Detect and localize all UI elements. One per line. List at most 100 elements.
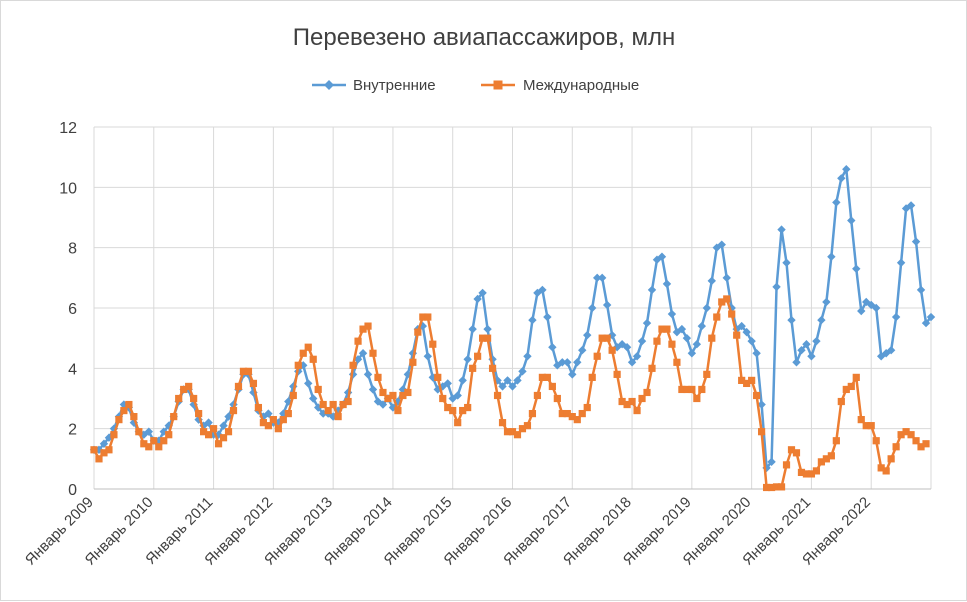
data-point	[498, 382, 507, 391]
data-point	[832, 198, 841, 207]
data-point	[887, 455, 895, 463]
data-point	[892, 443, 900, 451]
data-point	[378, 400, 388, 409]
data-point	[434, 373, 442, 381]
data-point	[289, 391, 297, 400]
data-point	[234, 382, 243, 391]
data-point	[518, 367, 527, 376]
data-point	[513, 431, 522, 439]
legend-label: Международные	[523, 77, 639, 94]
data-point	[513, 376, 522, 385]
y-tick-label: 2	[68, 422, 77, 439]
data-point	[404, 388, 412, 397]
data-point	[926, 312, 936, 322]
data-point	[573, 358, 582, 367]
data-point	[533, 391, 542, 400]
data-point	[493, 391, 502, 400]
data-point	[284, 409, 292, 418]
data-point	[244, 367, 253, 375]
data-point	[643, 388, 651, 397]
data-point	[468, 324, 477, 334]
data-point	[453, 391, 462, 400]
data-point	[454, 419, 462, 427]
data-point	[697, 321, 707, 331]
data-point	[314, 385, 322, 394]
data-point	[185, 382, 193, 391]
data-point	[797, 346, 806, 355]
data-point	[703, 370, 711, 378]
data-point	[677, 324, 687, 334]
data-point	[478, 288, 487, 298]
data-point	[877, 464, 885, 472]
data-point	[727, 303, 736, 313]
data-point	[657, 252, 667, 261]
y-tick-label: 0	[68, 482, 77, 499]
legend: Внутренние Международные	[312, 77, 639, 94]
data-point	[229, 406, 238, 415]
data-point	[598, 334, 606, 342]
data-point	[912, 437, 920, 445]
data-point	[922, 440, 930, 448]
data-point	[180, 385, 188, 394]
data-point	[354, 337, 362, 345]
data-point	[802, 340, 811, 349]
y-tick-label: 12	[59, 120, 77, 137]
data-point	[518, 425, 527, 433]
y-tick-label: 4	[68, 361, 77, 378]
data-point	[787, 446, 796, 454]
data-point	[658, 325, 666, 333]
data-point	[772, 282, 781, 292]
data-point	[528, 409, 537, 418]
data-point	[364, 322, 372, 330]
data-point	[837, 397, 845, 406]
data-point	[862, 297, 871, 307]
data-point	[399, 391, 407, 400]
data-point	[748, 376, 756, 384]
data-point	[548, 382, 556, 391]
data-point	[424, 313, 432, 321]
data-point	[673, 358, 681, 366]
data-point	[384, 394, 392, 403]
data-point	[597, 273, 607, 283]
data-point	[419, 313, 427, 321]
data-point	[409, 358, 417, 366]
data-point	[449, 406, 457, 415]
data-point	[593, 352, 601, 360]
legend-marker	[324, 80, 334, 90]
data-point	[857, 416, 865, 424]
data-point	[583, 330, 592, 340]
data-point	[195, 409, 203, 418]
data-point	[722, 273, 731, 283]
data-point	[190, 394, 198, 403]
data-point	[772, 483, 781, 491]
data-point	[299, 349, 307, 357]
data-point	[120, 406, 128, 415]
data-point	[747, 336, 756, 346]
data-point	[543, 373, 551, 381]
data-point	[304, 379, 313, 388]
data-point	[901, 204, 911, 213]
y-tick-label: 10	[59, 180, 77, 197]
data-point	[194, 415, 203, 424]
data-point	[523, 422, 532, 430]
data-point	[359, 325, 367, 333]
data-point	[473, 294, 482, 304]
data-point	[259, 419, 267, 427]
data-point	[897, 431, 905, 439]
data-point	[762, 483, 771, 492]
data-point	[862, 422, 870, 430]
data-point	[902, 428, 910, 436]
data-point	[479, 334, 487, 342]
data-point	[358, 349, 368, 358]
data-point	[175, 394, 183, 403]
data-point	[777, 483, 786, 491]
data-point	[692, 340, 702, 349]
data-point	[588, 303, 597, 313]
data-point	[508, 382, 517, 391]
data-point	[389, 391, 397, 400]
data-point	[802, 470, 811, 478]
data-point	[269, 416, 277, 424]
data-point	[633, 406, 641, 415]
data-point	[150, 437, 158, 445]
data-point	[797, 468, 806, 477]
